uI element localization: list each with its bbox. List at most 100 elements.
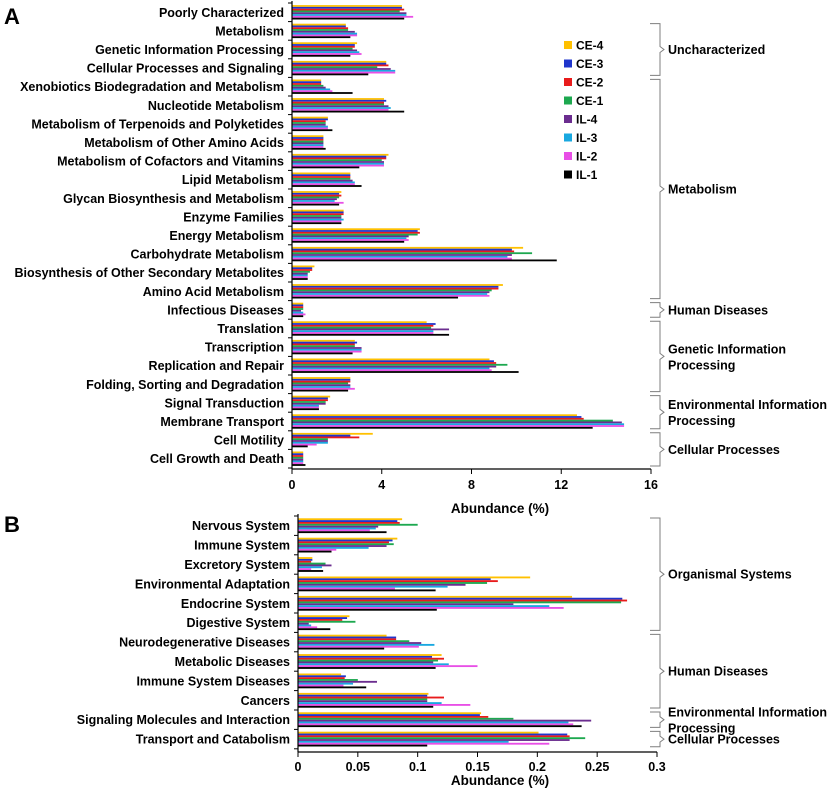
x-tick-label-b-0: 0 — [295, 760, 302, 774]
bar-a-21-5 — [292, 404, 319, 407]
bar-a-23-4 — [292, 440, 328, 442]
bar-a-24-0 — [292, 451, 304, 454]
bar-a-17-2 — [292, 324, 434, 327]
bar-a-24-4 — [292, 458, 304, 461]
bar-a-3-4 — [292, 68, 391, 70]
group-label-a-4: Environmental Information Processing — [668, 398, 827, 428]
bar-a-21-4 — [292, 402, 326, 405]
category-label-a-3: Cellular Processes and Signaling — [87, 62, 284, 76]
group-label-b-3: Cellular Processes — [668, 733, 780, 747]
category-label-b-9: Cancers — [241, 694, 290, 708]
category-label-a-23: Cell Motility — [214, 434, 284, 448]
bar-a-21-0 — [292, 395, 331, 398]
bar-a-19-2 — [292, 362, 497, 364]
bar-a-6-0 — [292, 116, 328, 119]
bar-a-3-5 — [292, 69, 396, 72]
bar-a-3-1 — [292, 62, 387, 65]
bar-a-23-6 — [292, 443, 317, 446]
bar-a-13-0 — [292, 246, 524, 249]
bar-b-6-4 — [298, 642, 422, 644]
bar-a-13-6 — [292, 257, 512, 260]
category-label-b-2: Excretory System — [184, 558, 290, 572]
legend-swatch-1 — [564, 59, 572, 68]
bar-a-14-4 — [292, 272, 308, 275]
bar-b-4-1 — [298, 597, 623, 600]
category-label-a-14: Biosynthesis of Other Secondary Metaboli… — [14, 266, 284, 280]
bar-a-9-5 — [292, 181, 355, 184]
group-bracket-a-5 — [650, 432, 665, 467]
bar-b-7-7 — [298, 667, 436, 669]
bar-a-20-6 — [292, 387, 355, 390]
bar-b-3-6 — [298, 587, 395, 590]
bar-a-2-1 — [292, 44, 355, 46]
panel-label-b: B — [4, 512, 20, 537]
bar-a-5-7 — [292, 110, 405, 113]
bar-a-2-0 — [292, 42, 358, 45]
bar-a-20-2 — [292, 380, 351, 383]
legend-label-6: IL-2 — [576, 150, 598, 164]
bar-a-21-3 — [292, 401, 326, 403]
bar-a-1-6 — [292, 34, 358, 37]
x-tick-label-a-4: 16 — [644, 478, 658, 492]
bar-a-15-3 — [292, 289, 492, 292]
bar-a-9-7 — [292, 185, 362, 187]
bar-a-23-2 — [292, 436, 360, 439]
bar-b-11-6 — [298, 742, 550, 745]
bar-a-0-0 — [292, 5, 402, 7]
bar-b-6-2 — [298, 638, 397, 641]
bar-b-9-3 — [298, 698, 428, 701]
bar-b-10-2 — [298, 716, 489, 718]
bar-a-18-6 — [292, 350, 362, 353]
bar-a-10-0 — [292, 191, 342, 193]
bar-b-10-7 — [298, 725, 582, 728]
bar-a-16-1 — [292, 304, 304, 307]
group-bracket-a-0 — [650, 23, 665, 76]
bar-b-2-0 — [298, 557, 313, 559]
bar-a-10-4 — [292, 198, 337, 201]
bar-a-9-3 — [292, 177, 351, 180]
bar-b-3-0 — [298, 576, 531, 579]
bar-a-14-5 — [292, 274, 308, 277]
bar-a-8-2 — [292, 157, 387, 160]
bar-a-0-6 — [292, 15, 414, 18]
bar-b-5-6 — [298, 626, 318, 629]
category-label-a-21: Signal Transduction — [165, 396, 284, 410]
bar-b-5-2 — [298, 619, 343, 621]
bar-a-5-6 — [292, 108, 389, 111]
bar-b-8-5 — [298, 682, 354, 685]
bar-a-0-5 — [292, 14, 407, 16]
bar-b-7-5 — [298, 663, 449, 666]
bar-a-22-2 — [292, 417, 584, 420]
bar-a-6-6 — [292, 127, 328, 130]
bar-a-2-4 — [292, 49, 358, 52]
bar-a-11-5 — [292, 218, 344, 221]
group-bracket-b-0 — [650, 517, 665, 631]
bar-b-4-0 — [298, 595, 573, 598]
group-label-b-1: Human Diseases — [668, 665, 768, 679]
bar-b-7-3 — [298, 659, 439, 662]
group-label-a-3: Genetic Information Processing — [668, 342, 786, 372]
bar-a-20-0 — [292, 377, 351, 379]
bar-a-10-2 — [292, 194, 342, 197]
bar-b-6-6 — [298, 645, 419, 648]
bar-a-17-5 — [292, 330, 434, 333]
bar-a-20-4 — [292, 384, 351, 387]
bar-a-9-0 — [292, 172, 351, 175]
category-label-a-16: Infectious Diseases — [167, 303, 284, 317]
bar-b-2-2 — [298, 560, 312, 563]
x-tick-label-a-3: 12 — [554, 478, 568, 492]
bar-a-11-3 — [292, 215, 342, 217]
bar-b-6-5 — [298, 643, 435, 646]
bar-b-5-3 — [298, 620, 356, 623]
bar-b-1-5 — [298, 546, 369, 549]
bar-b-5-7 — [298, 628, 331, 631]
bar-a-13-4 — [292, 254, 512, 256]
group-label-a-2: Human Diseases — [668, 303, 768, 317]
bar-a-15-0 — [292, 284, 503, 286]
bar-b-11-7 — [298, 744, 428, 747]
bar-a-15-7 — [292, 296, 459, 299]
category-label-a-20: Folding, Sorting and Degradation — [86, 378, 284, 392]
bar-a-22-6 — [292, 425, 625, 427]
bar-b-11-2 — [298, 735, 570, 738]
bar-a-7-2 — [292, 138, 324, 141]
